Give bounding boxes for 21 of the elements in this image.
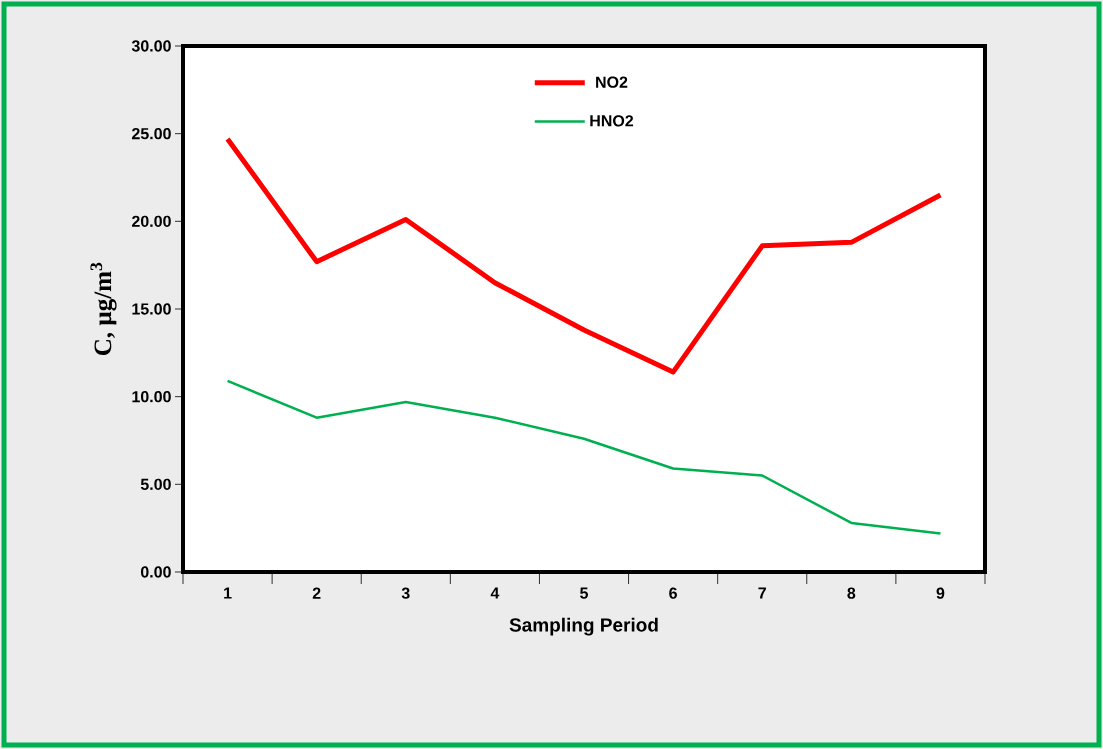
x-tick-label: 8: [847, 587, 856, 599]
x-tick-label: 2: [312, 587, 321, 599]
x-tick-label: 9: [936, 587, 945, 599]
legend-label: HNO2: [590, 115, 634, 127]
x-tick-label: 7: [758, 587, 766, 599]
y-tick-label: 0.00: [140, 566, 171, 578]
y-tick-label: 10.00: [132, 390, 171, 403]
line-series: [226, 379, 942, 535]
x-tick-label: 1: [224, 587, 232, 599]
y-tick-label: 20.00: [131, 215, 171, 227]
y-axis-title: C, µg/m$^{3}$: [90, 262, 117, 355]
y-tick-label: 5.00: [140, 478, 171, 490]
y-tick-label: 15.00: [132, 303, 171, 315]
x-tick-label: 5: [580, 587, 588, 599]
x-tick-label: 3: [401, 587, 410, 599]
x-tick-label: 4: [490, 587, 500, 599]
y-tick-label: 25.00: [131, 128, 171, 140]
x-tick-label: 6: [669, 587, 677, 599]
x-axis-title: Sampling Period: [509, 617, 658, 636]
y-tick-label: 30.00: [131, 40, 171, 52]
legend-label: NO2: [596, 76, 628, 88]
